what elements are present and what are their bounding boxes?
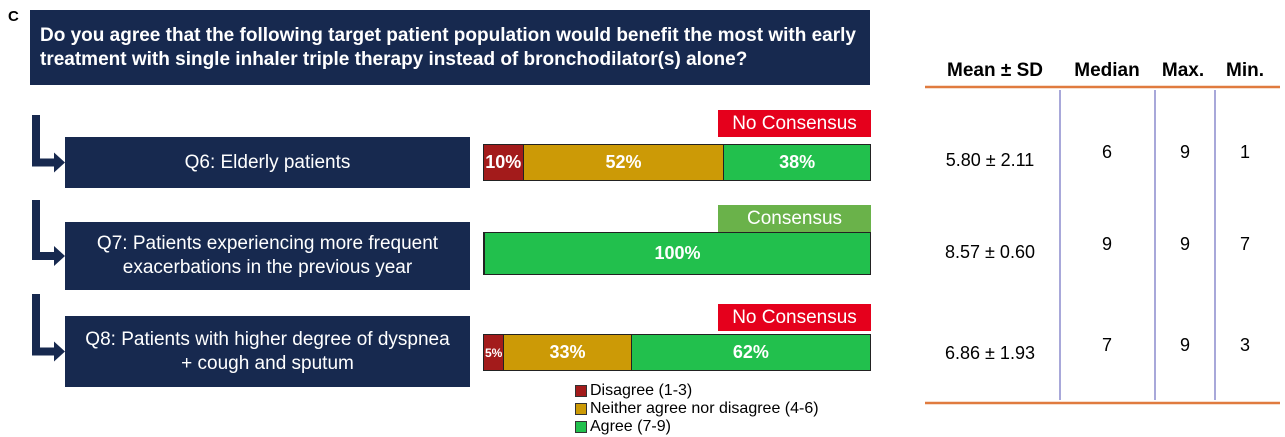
value-label: 100% [654,243,701,263]
consensus-tag: No Consensus [718,304,871,331]
arrow [32,115,65,173]
question-label: Q8: Patients with higher degree of dyspn… [65,316,470,387]
table-cell: 9 [1179,142,1190,162]
table-header: Min. [1226,60,1264,81]
bar-segment: 100% [484,233,870,274]
legend-swatch [575,421,587,433]
bar-segment: 62% [630,335,870,370]
table-cell: 7 [1101,335,1112,355]
table-header: Mean ± SD [947,60,1043,81]
value-label: 52% [605,152,642,172]
table-cell: 5.80 ± 2.11 [945,150,1035,170]
consensus-tag: No Consensus [718,110,871,137]
value-label: 5% [484,345,503,360]
table-cell: 9 [1179,335,1190,355]
question-label: Q6: Elderly patients [65,137,470,188]
table-cell: 9 [1101,234,1112,254]
table-header: Max. [1161,60,1205,81]
table-cell: 8.57 ± 0.60 [945,242,1035,262]
table-cell: 3 [1239,335,1250,355]
table-header: Median [1074,60,1140,81]
table-cell: 6.86 ± 1.93 [945,343,1035,363]
arrow [32,294,65,362]
table-cell: 6 [1101,142,1112,162]
legend-item: Disagree (1-3) [575,382,692,400]
bar-segment: 52% [522,145,724,180]
stacked-bar: 10% 52% 38% [483,144,871,181]
legend-swatch [575,385,587,397]
value-label: 62% [732,342,769,362]
table-cell: 9 [1179,234,1190,254]
question-box: Do you agree that the following target p… [30,10,870,85]
legend-item: Neither agree nor disagree (4-6) [575,400,819,418]
legend-label: Neither agree nor disagree (4-6) [590,400,819,417]
table-cell: 1 [1239,142,1250,162]
consensus-tag: Consensus [718,205,871,233]
arrow [32,200,65,266]
value-label: 10% [485,152,522,172]
value-label: 38% [779,152,816,172]
legend-swatch [575,403,587,415]
panel-label: C [8,8,19,25]
value-label: 33% [549,342,586,362]
stacked-bar: 100% [483,232,871,275]
bar-segment: 5% [484,335,504,370]
stacked-bar: 5% 33% 62% [483,334,871,371]
legend-label: Disagree (1-3) [590,382,693,399]
legend-label: Agree (7-9) [590,418,671,435]
table-cell: 7 [1239,234,1250,254]
bar-segment: 10% [484,145,523,180]
legend-item: Agree (7-9) [575,418,671,436]
bar-segment: 33% [503,335,631,370]
bar-segment: 38% [723,145,870,180]
question-label: Q7: Patients experiencing more frequent … [65,222,470,290]
